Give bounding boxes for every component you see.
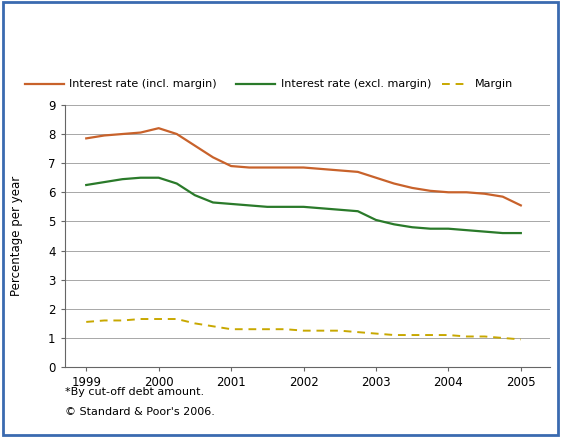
Text: Interest rate (incl. margin): Interest rate (incl. margin) <box>70 79 217 89</box>
Text: Margin: Margin <box>475 79 513 89</box>
Text: © Standard & Poor's 2006.: © Standard & Poor's 2006. <box>65 407 214 417</box>
Text: Chart 1: Weighted-Average Interest Rate, Interest Rate Before Margin, and Loan: Chart 1: Weighted-Average Interest Rate,… <box>11 22 561 35</box>
Text: *By cut-off debt amount.: *By cut-off debt amount. <box>65 387 204 397</box>
Text: Interest rate (excl. margin): Interest rate (excl. margin) <box>280 79 431 89</box>
Y-axis label: Percentage per year: Percentage per year <box>10 176 23 296</box>
Text: Margin*: Margin* <box>11 56 70 69</box>
